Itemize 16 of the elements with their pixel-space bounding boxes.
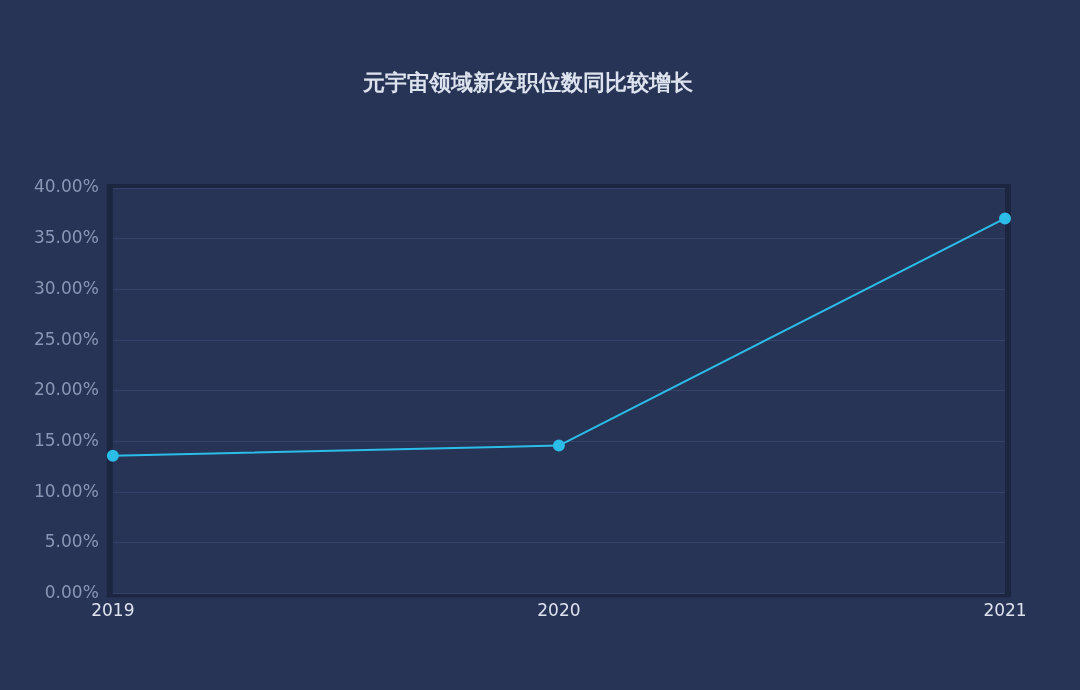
y-tick-label: 15.00% — [33, 429, 99, 450]
y-tick-label: 40.00% — [33, 176, 99, 197]
y-tick-label: 25.00% — [33, 328, 99, 349]
y-tick-label: 10.00% — [33, 480, 99, 501]
y-tick-label: 35.00% — [33, 227, 99, 248]
y-tick-label: 20.00% — [33, 379, 99, 400]
point — [552, 439, 565, 452]
y-tick-label: 0.00% — [44, 582, 99, 603]
x-tick-label: 2019 — [91, 600, 135, 621]
chart-title: 元宇宙领域新发职位数同比较增长 — [362, 69, 694, 97]
y-tick-label: 5.00% — [44, 531, 99, 552]
point — [999, 212, 1011, 225]
x-tick-label: 2020 — [537, 600, 581, 621]
y-tick-label: 30.00% — [33, 277, 99, 298]
point — [106, 449, 119, 462]
x-tick-label: 2021 — [983, 600, 1027, 621]
